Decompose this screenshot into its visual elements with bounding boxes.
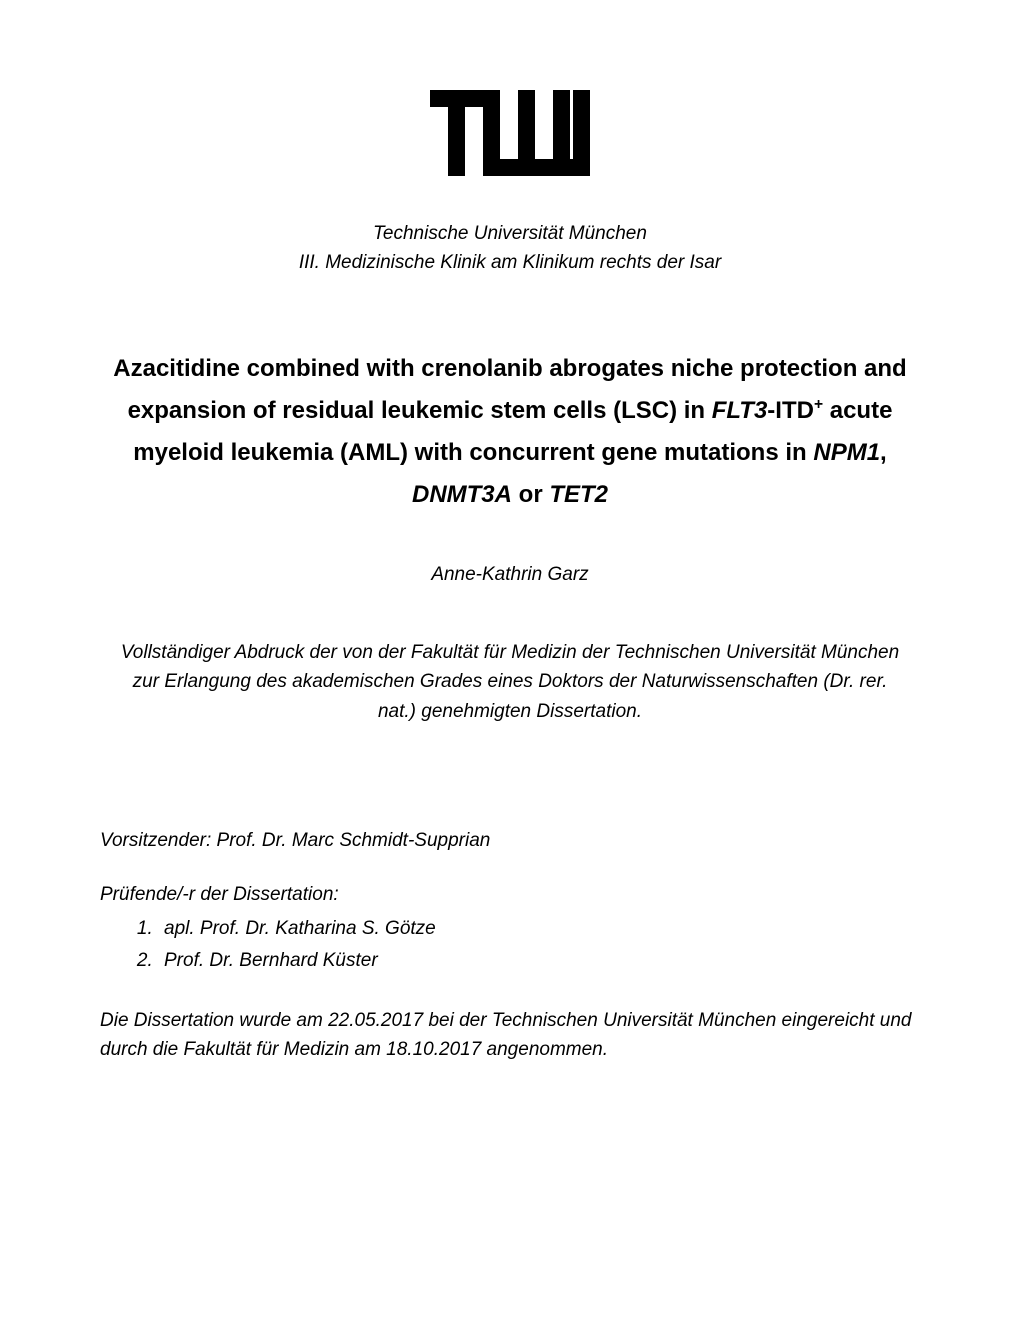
examiners-label: Prüfende/-r der Dissertation:	[100, 880, 920, 909]
chair-name: Prof. Dr. Marc Schmidt-Supprian	[217, 830, 491, 851]
committee-block: Vorsitzender: Prof. Dr. Marc Schmidt-Sup…	[100, 826, 920, 977]
submission-note: Die Dissertation wurde am 22.05.2017 bei…	[100, 1006, 920, 1065]
title-sep1: ,	[880, 439, 887, 466]
examiners-list: apl. Prof. Dr. Katharina S. Götze Prof. …	[100, 913, 920, 978]
chair-row: Vorsitzender: Prof. Dr. Marc Schmidt-Sup…	[100, 826, 920, 855]
title-gene4: TET2	[549, 481, 608, 508]
title-gene3: DNMT3A	[412, 481, 512, 508]
author-name: Anne-Kathrin Garz	[100, 564, 920, 586]
abstract-note: Vollständiger Abdruck der von der Fakult…	[100, 638, 920, 726]
title-gene1: FLT3	[712, 397, 768, 424]
institution-block: Technische Universität München III. Medi…	[100, 219, 920, 278]
title-sep2: or	[512, 481, 549, 508]
institution-line1: Technische Universität München	[100, 219, 920, 248]
dissertation-title: Azacitidine combined with crenolanib abr…	[100, 348, 920, 516]
examiner-1: apl. Prof. Dr. Katharina S. Götze	[158, 913, 920, 945]
tum-logo	[100, 90, 920, 181]
institution-line2: III. Medizinische Klinik am Klinikum rec…	[100, 248, 920, 277]
title-gene2: NPM1	[813, 439, 880, 466]
title-sup: +	[814, 396, 823, 413]
title-part2: -ITD	[767, 397, 814, 424]
examiner-2: Prof. Dr. Bernhard Küster	[158, 945, 920, 977]
tum-logo-svg	[430, 90, 590, 176]
chair-label: Vorsitzender:	[100, 830, 217, 851]
